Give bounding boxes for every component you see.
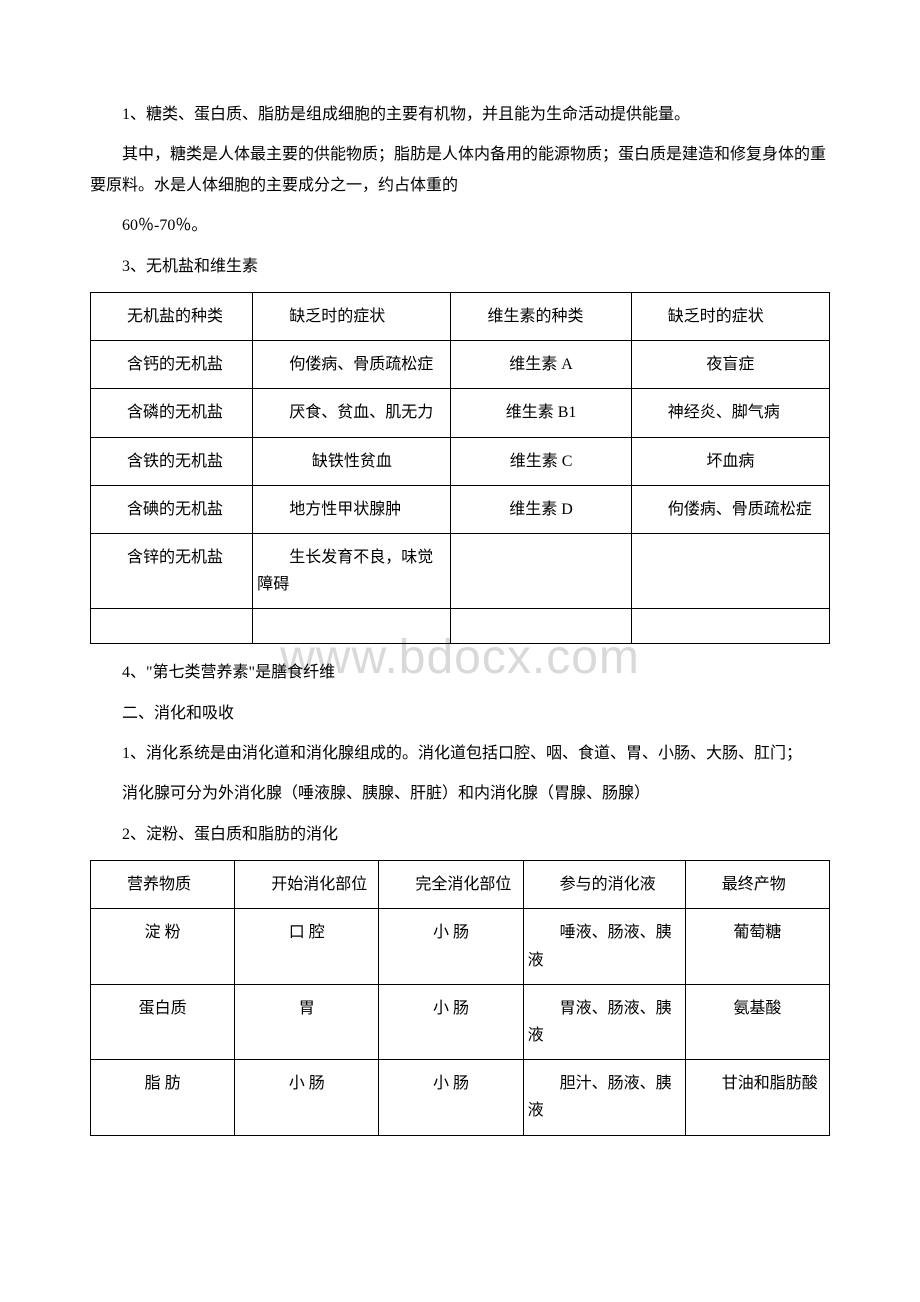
table-cell: 地方性甲状腺肿: [257, 496, 446, 523]
table-cell: 维生素 A: [455, 351, 626, 378]
table-header-cell: 最终产物: [690, 871, 825, 898]
table-cell: 小 肠: [383, 995, 518, 1022]
table-minerals-vitamins: 无机盐的种类 缺乏时的症状 维生素的种类 缺乏时的症状 含钙的无机盐 佝偻病、骨…: [90, 292, 830, 644]
table-row: 含锌的无机盐 生长发育不良，味觉障碍: [91, 533, 830, 608]
table-cell: 缺铁性贫血: [257, 448, 446, 475]
table-row: 含钙的无机盐 佝偻病、骨质疏松症 维生素 A 夜盲症: [91, 341, 830, 389]
table-cell: 佝偻病、骨质疏松症: [636, 496, 825, 523]
paragraph-3: 60％-70％。: [90, 211, 830, 241]
table-cell: 含锌的无机盐: [95, 544, 248, 571]
table-cell: 夜盲症: [636, 351, 825, 378]
table-row: 含磷的无机盐 厌食、贫血、肌无力 维生素 B1 神经炎、脚气病: [91, 389, 830, 437]
table-header-cell: 参与的消化液: [528, 871, 681, 898]
table-cell: 淀 粉: [95, 919, 230, 946]
table-digestion: 营养物质 开始消化部位 完全消化部位 参与的消化液 最终产物 淀 粉 口 腔 小…: [90, 860, 830, 1135]
table-cell: 含碘的无机盐: [95, 496, 248, 523]
table-cell: 生长发育不良，味觉障碍: [257, 544, 446, 598]
table-header-cell: 无机盐的种类: [95, 303, 248, 330]
table-header-cell: 营养物质: [95, 871, 230, 898]
table-row: 淀 粉 口 腔 小 肠 唾液、肠液、胰液 葡萄糖: [91, 909, 830, 984]
paragraph-7: 1、消化系统是由消化道和消化腺组成的。消化道包括口腔、咽、食道、胃、小肠、大肠、…: [90, 739, 830, 769]
table-header-cell: 维生素的种类: [455, 303, 626, 330]
table-row: 脂 肪 小 肠 小 肠 胆汁、肠液、胰液 甘油和脂肪酸: [91, 1060, 830, 1135]
table-cell: 胆汁、肠液、胰液: [528, 1070, 681, 1124]
paragraph-8: 消化腺可分为外消化腺（唾液腺、胰腺、肝脏）和内消化腺（胃腺、肠腺）: [90, 779, 830, 809]
table-cell: 维生素 C: [455, 448, 626, 475]
table-cell: 葡萄糖: [690, 919, 825, 946]
table-header-cell: 开始消化部位: [239, 871, 374, 898]
table-cell: 神经炎、脚气病: [636, 399, 825, 426]
table-cell: 小 肠: [383, 919, 518, 946]
table-cell: 脂 肪: [95, 1070, 230, 1097]
table-row-empty: [91, 609, 830, 644]
paragraph-4: 3、无机盐和维生素: [90, 252, 830, 282]
table-cell: 维生素 D: [455, 496, 626, 523]
paragraph-2: 其中，糖类是人体最主要的供能物质；脂肪是人体内备用的能源物质；蛋白质是建造和修复…: [90, 140, 830, 201]
table-cell: 坏血病: [636, 448, 825, 475]
paragraph-1: 1、糖类、蛋白质、脂肪是组成细胞的主要有机物，并且能为生命活动提供能量。: [90, 100, 830, 130]
table-cell: 胃液、肠液、胰液: [528, 995, 681, 1049]
table-row: 含碘的无机盐 地方性甲状腺肿 维生素 D 佝偻病、骨质疏松症: [91, 485, 830, 533]
table-cell: 唾液、肠液、胰液: [528, 919, 681, 973]
table-row: 无机盐的种类 缺乏时的症状 维生素的种类 缺乏时的症状: [91, 292, 830, 340]
table-cell: 小 肠: [239, 1070, 374, 1097]
table-cell: 蛋白质: [95, 995, 230, 1022]
table-cell: 含铁的无机盐: [95, 448, 248, 475]
paragraph-9: 2、淀粉、蛋白质和脂肪的消化: [90, 820, 830, 850]
table-header-cell: 缺乏时的症状: [257, 303, 446, 330]
table-row: 含铁的无机盐 缺铁性贫血 维生素 C 坏血病: [91, 437, 830, 485]
table-row: 蛋白质 胃 小 肠 胃液、肠液、胰液 氨基酸: [91, 984, 830, 1059]
document-content: 1、糖类、蛋白质、脂肪是组成细胞的主要有机物，并且能为生命活动提供能量。 其中，…: [90, 100, 830, 1136]
table-row: 营养物质 开始消化部位 完全消化部位 参与的消化液 最终产物: [91, 861, 830, 909]
paragraph-5: 4、"第七类营养素"是膳食纤维: [90, 658, 830, 688]
table-cell: 佝偻病、骨质疏松症: [257, 351, 446, 378]
table-cell: 氨基酸: [690, 995, 825, 1022]
table-cell: 甘油和脂肪酸: [690, 1070, 825, 1097]
table-header-cell: 完全消化部位: [383, 871, 518, 898]
table-cell: 含钙的无机盐: [95, 351, 248, 378]
table-cell: 胃: [239, 995, 374, 1022]
table-cell: 含磷的无机盐: [95, 399, 248, 426]
table-cell: 小 肠: [383, 1070, 518, 1097]
table-header-cell: 缺乏时的症状: [636, 303, 825, 330]
table-cell: 厌食、贫血、肌无力: [257, 399, 446, 426]
paragraph-6: 二、消化和吸收: [90, 699, 830, 729]
table-cell: 口 腔: [239, 919, 374, 946]
table-cell: 维生素 B1: [455, 399, 626, 426]
